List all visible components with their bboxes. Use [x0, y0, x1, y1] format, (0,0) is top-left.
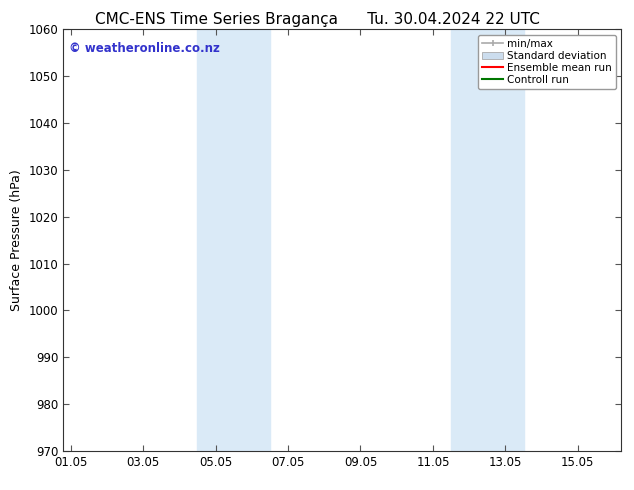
- Y-axis label: Surface Pressure (hPa): Surface Pressure (hPa): [10, 169, 23, 311]
- Bar: [451, 29, 524, 451]
- Text: © weatheronline.co.nz: © weatheronline.co.nz: [69, 42, 220, 55]
- Bar: [197, 29, 270, 451]
- Text: CMC-ENS Time Series Bragança      Tu. 30.04.2024 22 UTC: CMC-ENS Time Series Bragança Tu. 30.04.2…: [94, 12, 540, 27]
- Legend: min/max, Standard deviation, Ensemble mean run, Controll run: min/max, Standard deviation, Ensemble me…: [478, 35, 616, 89]
